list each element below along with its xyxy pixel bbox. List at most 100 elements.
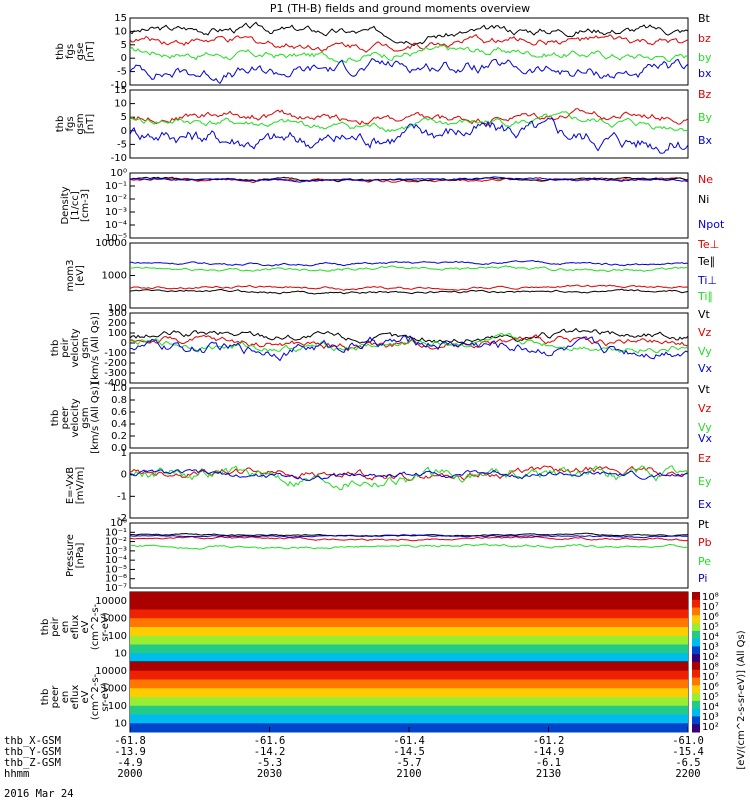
panel-fgs_gse: thbfgsgse[nT] -10 -5 0 5 10 15 Bt bz by bx — [55, 12, 712, 91]
ytick-label: 10⁻⁶ — [105, 574, 127, 585]
ytick-label: 0 — [121, 338, 127, 349]
ytick-label: -2 — [117, 513, 127, 524]
ylabel-line: peir — [50, 616, 61, 636]
axis-value: -6.5 — [675, 757, 700, 769]
ytick-label: 0.0 — [111, 443, 127, 454]
spectrogram-band — [130, 697, 688, 707]
legend-bz: bz — [698, 32, 711, 45]
ytick-label: 1000 — [102, 683, 127, 694]
ytick-label: 0.6 — [111, 407, 127, 418]
series-line-Ex — [130, 468, 688, 481]
colorbar-tick: 10⁷ — [702, 602, 719, 613]
colorbar-step — [692, 716, 700, 725]
ylabel-line: thb — [55, 43, 66, 60]
axis-value: 2200 — [675, 768, 700, 780]
colorbar-step — [692, 607, 700, 616]
ytick-label: 100 — [108, 328, 127, 339]
axis-value: -61.0 — [672, 735, 704, 747]
panel-ylabel: E=-VxB[mV/m] — [65, 467, 86, 505]
colorbar-step — [692, 685, 700, 694]
ytick-label: 15 — [114, 13, 127, 24]
ylabel-line: (cm^2-s- — [90, 673, 101, 720]
spectrogram-band — [130, 688, 688, 698]
panel-frame — [129, 522, 689, 589]
series-line-Bt — [130, 21, 688, 47]
legend-bx: bx — [698, 67, 712, 80]
ylabel-line: gsm — [80, 407, 91, 428]
series-line-Bz — [130, 108, 688, 126]
ytick-label: 10⁻¹ — [105, 181, 127, 192]
ytick-label: 1.0 — [111, 383, 127, 394]
ylabel-line: thb — [50, 410, 61, 427]
colorbar-step — [692, 592, 700, 601]
ylabel-line: peer — [50, 685, 61, 709]
ylabel-line: en — [60, 621, 71, 634]
ylabel-line: [mV/m] — [75, 467, 86, 505]
ytick-label: 10 — [114, 26, 127, 37]
axis-value: 2030 — [257, 768, 282, 780]
colorbar-step — [692, 708, 700, 717]
series-line-Ez — [130, 465, 688, 482]
axis-value: -5.3 — [257, 757, 282, 769]
ytick-label: -1 — [117, 491, 127, 502]
legend-Ne: Ne — [698, 173, 713, 186]
legend-Ex: Ex — [698, 498, 712, 511]
ytick-label: 1000 — [102, 271, 127, 282]
axis-value: -61.8 — [114, 735, 146, 747]
ylabel-line: gsm — [75, 113, 86, 134]
ytick-label: -5 — [117, 67, 127, 78]
ytick-label: 10⁻⁵ — [105, 564, 127, 575]
colorbar-step — [692, 654, 700, 663]
ylabel-line: [km/s (All Qs)] — [90, 382, 101, 454]
ytick-label: 10⁰ — [110, 518, 127, 529]
legend-Te∥: Te∥ — [697, 255, 715, 268]
ytick-label: 10000 — [95, 596, 127, 607]
series-line-bz — [130, 34, 688, 53]
legend-Pi: Pi — [698, 572, 707, 585]
ytick-label: -400 — [104, 378, 127, 389]
ytick-label: 10 — [114, 718, 127, 729]
colorbar-step — [692, 700, 700, 710]
ytick-label: 10000 — [95, 666, 127, 677]
colorbar-step — [692, 693, 700, 702]
legend-Te⊥: Te⊥ — [697, 238, 719, 251]
colorbar-tick: 10⁶ — [702, 682, 719, 693]
colorbar-tick: 10⁷ — [702, 672, 719, 683]
spectrogram-band — [130, 662, 688, 672]
panel-frame — [129, 312, 689, 384]
spectrogram-band — [130, 627, 688, 637]
legend-Vz: Vz — [698, 402, 712, 415]
spectrogram-band — [130, 609, 688, 619]
ylabel-line: Pressure — [65, 534, 76, 577]
ylabel-line: sr-eV) — [100, 612, 111, 641]
date-label: 2016 Mar 24 — [4, 788, 74, 800]
series-line-Pi — [130, 534, 688, 539]
ylabel-line: mom3 — [65, 260, 76, 292]
spectrogram-band — [130, 618, 688, 628]
series-line-By — [130, 111, 688, 133]
spectrogram-band — [130, 635, 688, 645]
colorbar-step — [692, 638, 700, 647]
ytick-label: -10 — [111, 153, 127, 164]
ytick-label: 0 — [121, 470, 127, 481]
panel-ylabel: thbfgsgse[nT] — [55, 41, 96, 61]
ylabel-line: thb — [40, 619, 51, 636]
ylabel-line: peer — [60, 406, 71, 430]
axis-value: -61.6 — [254, 735, 286, 747]
ytick-label: 10⁻⁵ — [105, 233, 127, 244]
legend-Vy: Vy — [698, 345, 712, 358]
ytick-label: -200 — [104, 358, 127, 369]
ylabel-line: fgs — [65, 116, 76, 131]
ytick-label: 10⁻⁷ — [105, 583, 127, 594]
ytick-label: 5 — [121, 40, 127, 51]
ytick-label: 1 — [121, 448, 127, 459]
axis-value: -61.4 — [393, 735, 425, 747]
colorbar-tick: 10⁶ — [702, 612, 719, 623]
panel-ylabel: thbpeerenefluxeV(cm^2-s-sr-eV) — [40, 673, 111, 720]
panel-peir_velocity: thbpeirvelocitygsm[km/s (All Qs)] -400-30… — [50, 308, 713, 389]
legend-Vt: Vt — [698, 308, 711, 321]
colorbar-step — [692, 599, 700, 609]
axis-value: -61.2 — [533, 735, 565, 747]
